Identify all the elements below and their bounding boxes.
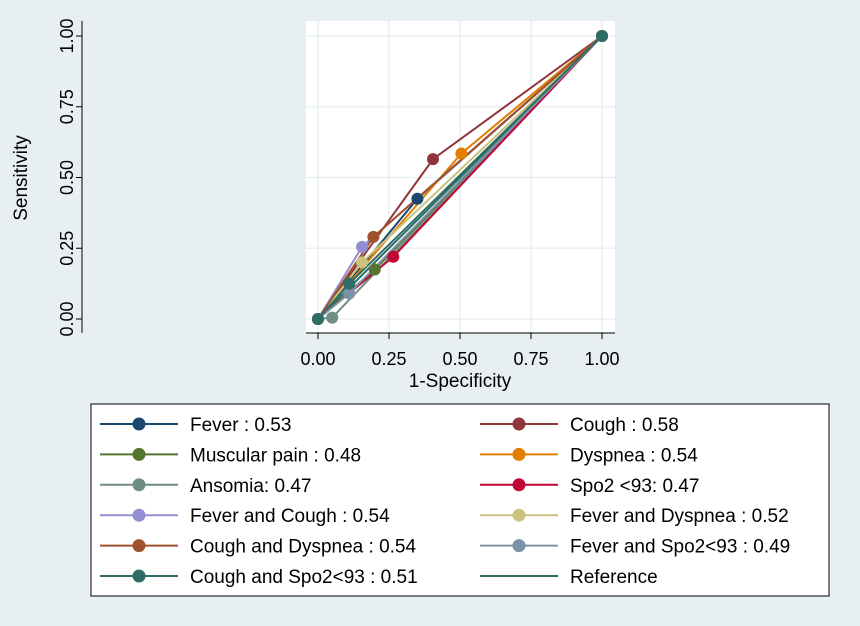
roc-points — [312, 30, 608, 325]
legend-label: Fever and Cough : 0.54 — [190, 506, 390, 527]
legend-swatch-marker — [512, 478, 526, 492]
x-tick-label: 1.00 — [584, 349, 619, 369]
legend-swatch-marker — [512, 447, 526, 461]
legend-label: Fever and Dyspnea : 0.52 — [570, 506, 789, 527]
y-tick-label: 0.50 — [57, 160, 77, 195]
roc-point-dyspnea-0-54 — [455, 147, 468, 160]
legend-label: Ansomia: 0.47 — [190, 476, 311, 497]
x-tick-label: 0.25 — [371, 349, 406, 369]
y-axis-label: Sensitivity — [11, 135, 32, 221]
y-tick-label: 0.25 — [57, 231, 77, 266]
y-tick-label: 0.00 — [57, 301, 77, 336]
legend-swatch-marker — [512, 539, 526, 553]
legend-swatch-marker — [132, 447, 146, 461]
legend-swatch-marker — [132, 508, 146, 522]
legend-label: Muscular pain : 0.48 — [190, 445, 361, 466]
x-tick-label: 0.75 — [513, 349, 548, 369]
roc-point-cough-and-dyspnea-0-54 — [367, 230, 380, 243]
x-tick-label: 0.50 — [442, 349, 477, 369]
legend-label: Cough and Spo2<93 : 0.51 — [190, 567, 418, 588]
legend-label: Cough and Dyspnea : 0.54 — [190, 537, 416, 558]
roc-point-fever-and-cough-0-54 — [356, 240, 369, 253]
roc-point-muscular-pain-0-48 — [368, 263, 381, 276]
legend-label: Cough : 0.58 — [570, 415, 679, 436]
legend-label: Fever and Spo2<93 : 0.49 — [570, 537, 790, 558]
roc-point-cough-and-spo2-93-0-51 — [343, 277, 356, 290]
roc-point-fever-and-spo2-93-0-49 — [343, 287, 356, 300]
legend: Fever : 0.53 Cough : 0.58 Muscular pain : … — [100, 415, 790, 588]
legend-label: Reference — [570, 567, 658, 588]
roc-point-cough-and-spo2-93-0-51 — [596, 30, 608, 42]
legend-swatch-marker — [512, 508, 526, 522]
x-tick-label: 0.00 — [300, 349, 335, 369]
legend-swatch-marker — [512, 417, 526, 431]
x-axis-label: 1-Specificity — [409, 371, 512, 392]
legend-swatch-marker — [132, 478, 146, 492]
y-tick-label: 1.00 — [57, 18, 77, 53]
y-tick-label: 0.75 — [57, 89, 77, 124]
legend-label: Dyspnea : 0.54 — [570, 445, 698, 466]
roc-point-fever-and-dyspnea-0-52 — [356, 256, 369, 269]
roc-point-spo2-93-0-47 — [387, 250, 400, 263]
legend-label: Spo2 <93: 0.47 — [570, 476, 699, 497]
legend-swatch-marker — [132, 539, 146, 553]
legend-label: Fever : 0.53 — [190, 415, 291, 436]
roc-point-cough-and-spo2-93-0-51 — [312, 313, 324, 325]
axes: 0.00 0.25 0.50 0.75 1.00 0.00 0.25 0.50 0.75 1.00 — [57, 18, 620, 369]
roc-point-cough-0-58 — [427, 153, 440, 166]
roc-point-fever-0-53 — [411, 192, 424, 205]
legend-box — [90, 403, 830, 597]
legend-swatch-marker — [132, 569, 146, 583]
legend-swatch-marker — [132, 417, 146, 431]
roc-point-ansomia-0-47 — [326, 311, 339, 324]
